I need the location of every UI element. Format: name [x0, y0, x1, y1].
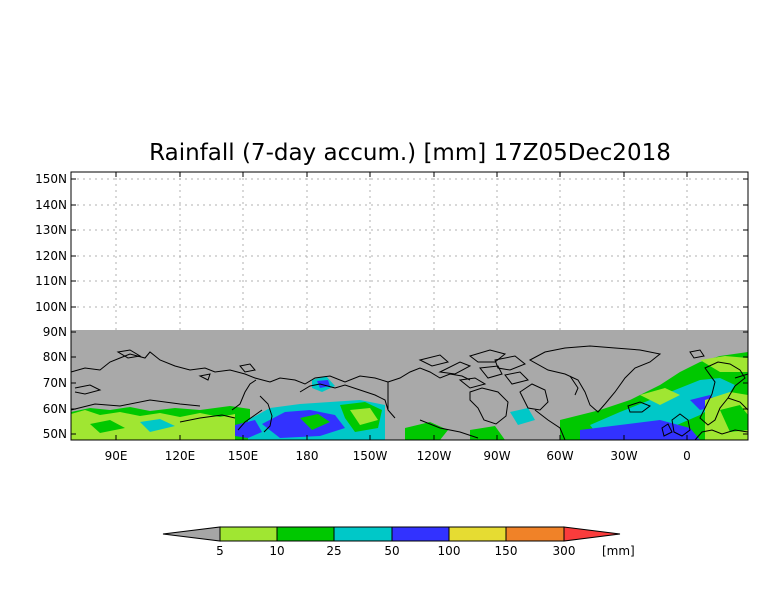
lat-label: 70N — [43, 376, 67, 390]
colorbar-label: 25 — [326, 544, 341, 558]
rainfall-shading — [71, 352, 748, 440]
lon-axis-labels: 90E 120E 150E 180 150W 120W 90W 60W 30W … — [105, 449, 691, 463]
lat-label: 150N — [35, 172, 67, 186]
colorbar-label: 150 — [495, 544, 518, 558]
lon-label: 0 — [683, 449, 691, 463]
lon-label: 120E — [165, 449, 196, 463]
lat-label: 60N — [43, 402, 67, 416]
lon-label: 90E — [105, 449, 128, 463]
page-title: Rainfall (7-day accum.) [mm] 17Z05Dec201… — [149, 140, 671, 166]
lat-label: 100N — [35, 300, 67, 314]
colorbar-swatch — [333, 526, 393, 542]
lat-tick-marks — [71, 178, 748, 435]
colorbar-swatch — [276, 526, 335, 542]
lat-label: 110N — [35, 274, 67, 288]
colorbar-swatch — [505, 526, 565, 542]
colorbar-swatch — [162, 526, 221, 542]
lon-label: 30W — [610, 449, 637, 463]
lon-label: 60W — [546, 449, 573, 463]
lon-label: 90W — [483, 449, 510, 463]
lat-axis-labels: 150N 140N 130N 120N 110N 100N 90N 80N 70… — [35, 172, 67, 441]
lat-label: 130N — [35, 223, 67, 237]
colorbar-swatch — [219, 526, 278, 542]
lon-label: 150W — [353, 449, 388, 463]
lat-label: 80N — [43, 350, 67, 364]
colorbar-label: 10 — [269, 544, 284, 558]
lat-label: 90N — [43, 325, 67, 339]
colorbar-legend: 5 10 25 50 100 150 300 [mm] — [162, 526, 635, 558]
colorbar-label: 300 — [553, 544, 576, 558]
colorbar-unit: [mm] — [602, 544, 635, 558]
lon-label: 150E — [228, 449, 259, 463]
lat-label: 120N — [35, 249, 67, 263]
plot-frame — [70, 171, 749, 441]
grid-lines — [71, 172, 748, 330]
colorbar-swatch — [448, 526, 507, 542]
coastlines — [70, 345, 749, 441]
lat-label: 140N — [35, 198, 67, 212]
colorbar-label: 50 — [384, 544, 399, 558]
colorbar-label: 100 — [438, 544, 461, 558]
lon-label: 180 — [296, 449, 319, 463]
lon-label: 120W — [417, 449, 452, 463]
lon-tick-marks — [115, 172, 688, 440]
lat-label: 50N — [43, 427, 67, 441]
colorbar-label: 5 — [216, 544, 224, 558]
colorbar-swatch — [563, 526, 621, 542]
colorbar-swatch — [391, 526, 450, 542]
